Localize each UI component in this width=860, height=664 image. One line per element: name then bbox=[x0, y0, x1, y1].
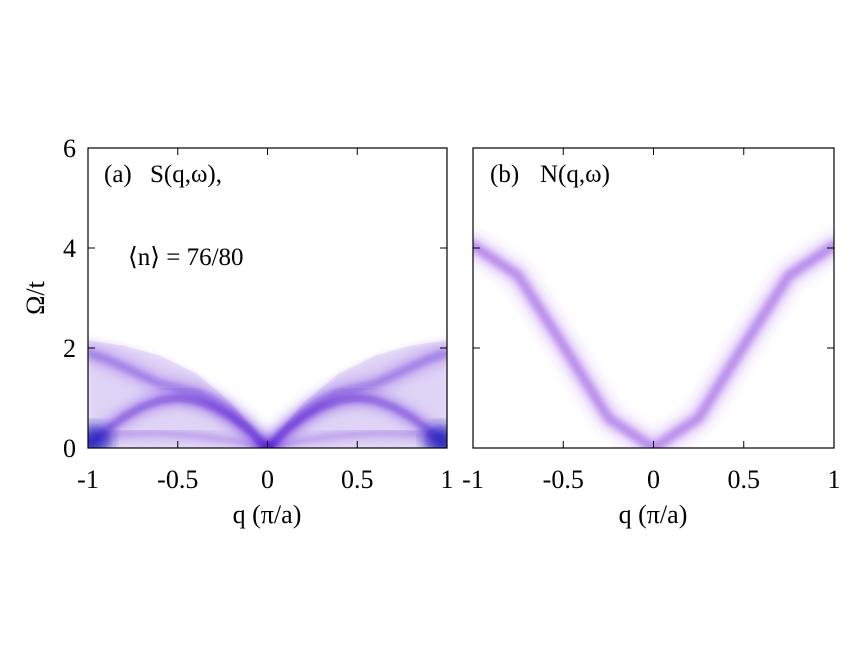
y-tick-label: 0 bbox=[63, 434, 76, 463]
panel-a-label: (a) bbox=[104, 161, 132, 188]
x-tick-label: 0.5 bbox=[728, 465, 761, 494]
x-tick-label: -0.5 bbox=[543, 465, 584, 494]
panel-a-xlabel: q (π/a) bbox=[233, 500, 302, 529]
y-tick-label: 2 bbox=[63, 334, 76, 363]
ridge-outer-core bbox=[264, 349, 447, 448]
zone-boundary-peak bbox=[88, 424, 112, 448]
panel-a-ticks: -1 -0.5 0 0.5 1 0 2 4 6 bbox=[63, 134, 454, 494]
x-tick-label: 1 bbox=[441, 465, 454, 494]
band-halo bbox=[473, 234, 834, 448]
y-tick-label: 4 bbox=[63, 234, 76, 263]
x-tick-label: -1 bbox=[462, 465, 484, 494]
panel-a-title: S(q,ω), bbox=[150, 161, 222, 188]
ridge-low-core bbox=[88, 431, 270, 448]
panel-b-label: (b) bbox=[490, 161, 519, 188]
band-core bbox=[473, 240, 834, 448]
y-tick-label: 6 bbox=[63, 134, 76, 163]
panel-a-ylabel: Ω/t bbox=[21, 280, 50, 315]
x-tick-label: -0.5 bbox=[157, 465, 198, 494]
panel-a-annotation: ⟨n⟩ = 76/80 bbox=[128, 244, 244, 271]
panel-b: -1 -0.5 0 0.5 1 (b) N(q,ω) q (π/a) bbox=[462, 147, 841, 529]
panel-a-heatmap bbox=[88, 340, 447, 448]
zone-boundary-peak bbox=[423, 424, 447, 448]
ridge-low-core bbox=[265, 431, 447, 448]
panel-b-ticks: -1 -0.5 0 0.5 1 bbox=[462, 147, 841, 494]
x-tick-label: 0 bbox=[261, 465, 274, 494]
panel-b-xlabel: q (π/a) bbox=[619, 500, 688, 529]
x-tick-label: 1 bbox=[828, 465, 841, 494]
ridge-outer-core bbox=[88, 349, 271, 448]
x-tick-label: 0.5 bbox=[341, 465, 374, 494]
panel-b-title: N(q,ω) bbox=[540, 161, 610, 188]
panel-b-heatmap bbox=[473, 234, 834, 448]
x-tick-label: -1 bbox=[77, 465, 99, 494]
x-tick-label: 0 bbox=[647, 465, 660, 494]
